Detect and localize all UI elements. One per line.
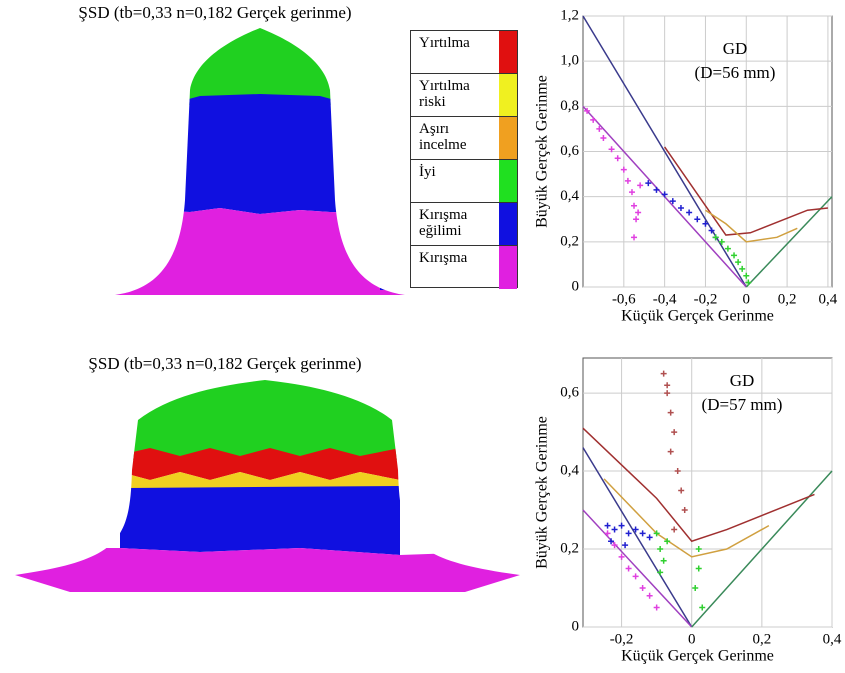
x-tick-label: 0 [743, 291, 751, 307]
legend-swatch [499, 31, 517, 73]
y-tick-label: 0,6 [560, 143, 579, 159]
panel-title: ŞSD (tb=0,33 n=0,182 Gerçek gerinme) [78, 3, 351, 22]
annotation: (D=57 mm) [702, 395, 783, 414]
legend-item: Kırışma eğilimi [411, 203, 517, 246]
y-tick-label: 0,6 [560, 385, 579, 401]
y-tick-label: 0,4 [560, 462, 579, 478]
legend-item: Aşırı incelme [411, 117, 517, 160]
x-tick-label: -0,2 [694, 291, 718, 307]
annotation: GD [730, 371, 755, 390]
legend-item: Yırtılma riski [411, 74, 517, 117]
y-tick-label: 0,2 [560, 540, 579, 556]
annotation: GD [723, 39, 748, 58]
legend-swatch [499, 74, 517, 116]
legend-label: Yırtılma riski [411, 74, 499, 116]
legend-item: Kırışma [411, 246, 517, 289]
legend-label: Kırışma [411, 246, 499, 289]
x-tick-label: 0 [688, 631, 696, 647]
y-tick-label: 1,2 [560, 7, 579, 23]
simulation-part [0, 370, 540, 600]
y-tick-label: 0,4 [560, 188, 579, 204]
y-tick-label: 0 [572, 278, 580, 294]
x-tick-label: -0,4 [653, 291, 677, 307]
panel-title: ŞSD (tb=0,33 n=0,182 Gerçek gerinme) [88, 354, 361, 373]
y-tick-label: 0 [572, 618, 580, 634]
x-tick-label: -0,6 [612, 291, 636, 307]
legend-swatch [499, 203, 517, 245]
x-tick-label: 0,4 [819, 291, 838, 307]
figure: ŞSD (tb=0,33 n=0,182 Gerçek gerinme) ŞSD… [0, 0, 845, 673]
x-tick-label: -0,2 [610, 631, 634, 647]
y-tick-label: 0,2 [560, 233, 579, 249]
legend-item: Yırtılma [411, 31, 517, 74]
y-axis-label: Büyük Gerçek Gerinme [534, 75, 551, 228]
y-axis-label: Büyük Gerçek Gerinme [534, 416, 551, 569]
legend-swatch [499, 246, 517, 289]
legend-label: Kırışma eğilimi [411, 203, 499, 245]
x-tick-label: 0,2 [752, 631, 771, 647]
legend-label: Aşırı incelme [411, 117, 499, 159]
legend-swatch [499, 117, 517, 159]
legend-label: İyi [411, 160, 499, 202]
legend-swatch [499, 160, 517, 202]
annotation: (D=56 mm) [695, 63, 776, 82]
y-tick-label: 0,8 [560, 98, 579, 114]
legend-label: Yırtılma [411, 31, 499, 73]
x-tick-label: 0,2 [778, 291, 797, 307]
simulation-part [100, 20, 420, 310]
y-tick-label: 1,0 [560, 53, 579, 69]
x-axis-label: Küçük Gerçek Gerinme [621, 648, 774, 665]
legend: YırtılmaYırtılma riskiAşırı incelmeİyiKı… [410, 30, 518, 288]
x-tick-label: 0,4 [823, 631, 842, 647]
legend-item: İyi [411, 160, 517, 203]
x-axis-label: Küçük Gerçek Gerinme [621, 308, 774, 325]
